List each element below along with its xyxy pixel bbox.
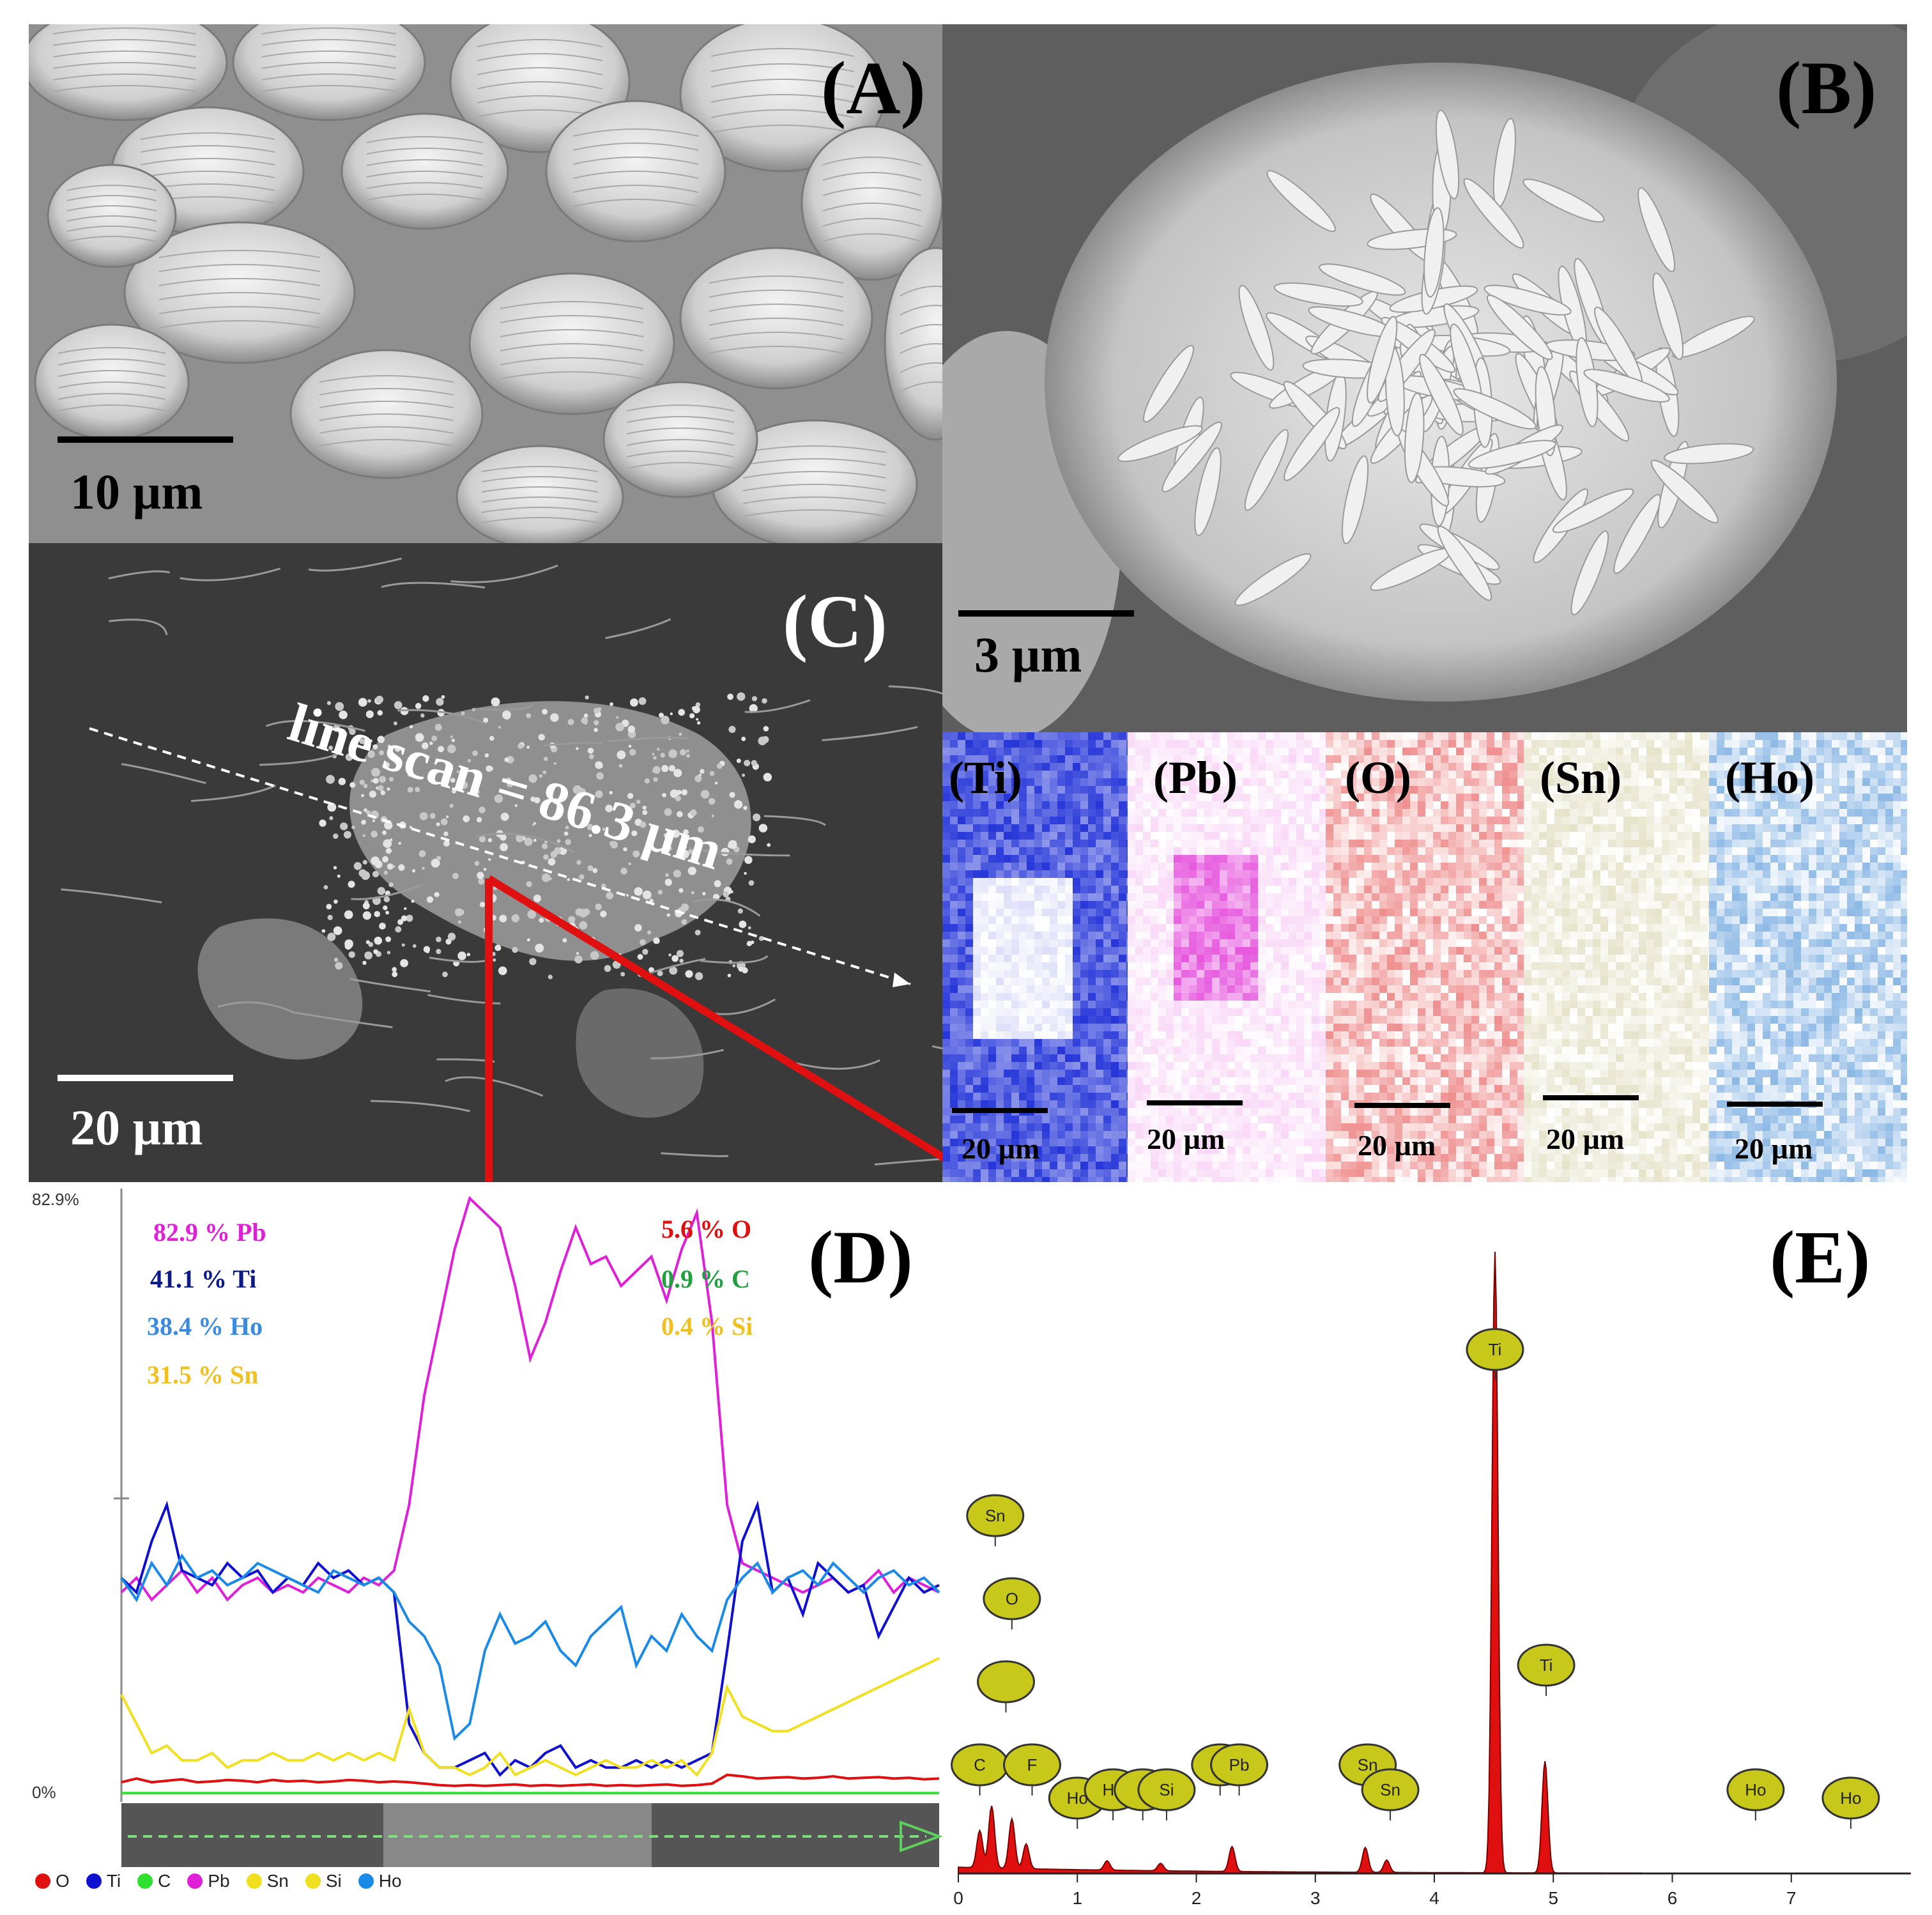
spectrum-tick-label: 5 <box>1548 1888 1558 1908</box>
legend-label: Ho <box>378 1871 402 1891</box>
map-scale-bar-ho <box>1727 1102 1823 1107</box>
legend-item: C <box>137 1871 171 1891</box>
pct-sn: 31.5 % Sn <box>147 1360 259 1389</box>
scale-text-c: 20 µm <box>70 1100 203 1155</box>
legend-item: Pb <box>187 1871 230 1891</box>
linescan-ymax: 82.9% <box>32 1190 79 1209</box>
panel-label-d: (D) <box>808 1215 913 1299</box>
map-scale-bar-o <box>1354 1103 1450 1108</box>
map-label-sn: (Sn) <box>1540 752 1622 803</box>
spectrum-tick-label: 4 <box>1429 1888 1439 1908</box>
map-label-pb: (Pb) <box>1153 752 1238 803</box>
linescan-series-ti <box>120 1500 940 1777</box>
spectrum-marker: Ti <box>1466 1328 1524 1380</box>
map-scale-bar-pb <box>1147 1100 1243 1105</box>
scale-bar-c <box>57 1075 233 1081</box>
map-scale-text-ho: 20 µm <box>1735 1132 1813 1165</box>
legend-dot <box>187 1873 203 1889</box>
eds-maps: (Ti) (Pb) (O) (Sn) (Ho) 20 µm 20 µm 20 µ… <box>942 732 1907 1182</box>
legend-item: O <box>35 1871 70 1891</box>
spectrum-marker: O <box>983 1577 1041 1629</box>
pct-ti: 41.1 % Ti <box>150 1265 257 1293</box>
spectrum-tick-label: 3 <box>1310 1888 1321 1908</box>
panel-label-a: (A) <box>821 46 926 130</box>
spectrum-tick-label: 6 <box>1667 1888 1678 1908</box>
scale-text-a: 10 µm <box>70 464 203 519</box>
spectrum-tick-label: 0 <box>953 1888 963 1908</box>
legend-item: Sn <box>246 1871 289 1891</box>
spectrum-tick-label: 2 <box>1192 1888 1202 1908</box>
sem-image-b <box>942 24 1907 732</box>
legend-dot <box>246 1873 262 1889</box>
spectrum-marker: Pb <box>1210 1743 1269 1796</box>
spectrum-marker: Ho <box>1821 1776 1880 1829</box>
legend-dot <box>86 1873 102 1889</box>
map-label-o: (O) <box>1345 752 1411 803</box>
scale-bar-b <box>958 610 1134 617</box>
map-scale-bar-ti <box>952 1108 1048 1113</box>
spectrum-marker: C <box>951 1743 1009 1796</box>
legend-label: Si <box>325 1871 342 1891</box>
map-ti <box>942 732 1128 1182</box>
legend-label: Ti <box>106 1871 121 1891</box>
linescan-series-sn <box>120 1657 940 1777</box>
map-label-ho: (Ho) <box>1725 752 1814 803</box>
pct-pb: 82.9 % Pb <box>153 1218 266 1247</box>
spectrum-tick-label: 1 <box>1072 1888 1082 1908</box>
spectrum-marker: Ho <box>1726 1768 1785 1820</box>
scale-text-b: 3 µm <box>974 627 1082 682</box>
map-scale-text-sn: 20 µm <box>1546 1123 1625 1155</box>
map-scale-bar-sn <box>1543 1095 1639 1100</box>
spectrum-marker <box>977 1660 1035 1712</box>
spectrum-marker: F <box>1002 1743 1061 1796</box>
linescan-legend: O Ti C Pb Sn Si Ho <box>35 1871 402 1891</box>
map-o <box>1326 732 1524 1182</box>
pct-ho: 38.4 % Ho <box>147 1312 263 1341</box>
linescan-series-ho <box>120 1553 940 1741</box>
legend-label: O <box>56 1871 70 1891</box>
legend-label: Sn <box>266 1871 289 1891</box>
map-pb <box>1128 732 1326 1182</box>
map-scale-text-pb: 20 µm <box>1147 1123 1225 1155</box>
linescan-series-o <box>121 1773 940 1787</box>
map-ho <box>1709 732 1907 1182</box>
sem-image-a <box>29 24 942 543</box>
map-scale-text-ti: 20 µm <box>962 1132 1040 1165</box>
legend-label: C <box>158 1871 171 1891</box>
legend-dot <box>35 1873 50 1889</box>
legend-label: Pb <box>208 1871 230 1891</box>
legend-dot <box>137 1873 153 1889</box>
linescan-chart <box>114 1188 943 1867</box>
legend-dot <box>305 1873 321 1889</box>
panel-label-b: (B) <box>1776 46 1877 130</box>
pct-c: 0.9 % C <box>661 1265 750 1293</box>
linescan-ymin: 0% <box>32 1783 56 1802</box>
spectrum-tick-label: 7 <box>1786 1888 1797 1908</box>
pct-si: 0.4 % Si <box>661 1312 753 1341</box>
spectrum-marker: Si <box>1137 1768 1196 1820</box>
panel-label-e: (E) <box>1770 1215 1871 1299</box>
legend-item: Ho <box>358 1871 402 1891</box>
spectrum-marker: Ti <box>1517 1643 1575 1696</box>
legend-item: Si <box>305 1871 342 1891</box>
legend-item: Ti <box>86 1871 121 1891</box>
scale-bar-a <box>57 436 233 443</box>
map-label-ti: (Ti) <box>949 752 1022 803</box>
sem-image-c <box>29 543 942 1182</box>
legend-dot <box>358 1873 374 1889</box>
spectrum-marker: Sn <box>1361 1768 1420 1820</box>
panel-label-c: (C) <box>783 580 887 663</box>
map-scale-text-o: 20 µm <box>1358 1129 1436 1162</box>
pct-o: 5.6 % O <box>661 1215 752 1243</box>
linescan-series-pb <box>120 1196 940 1602</box>
spectrum-marker: Sn <box>966 1494 1025 1546</box>
